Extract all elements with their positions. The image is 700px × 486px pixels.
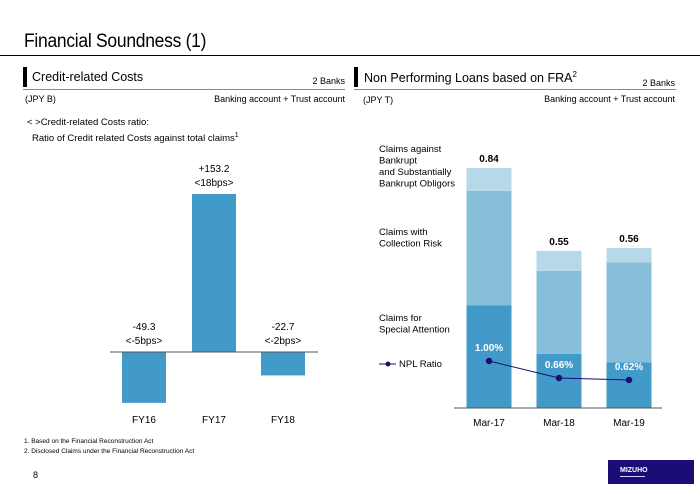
right-section-title-text: Non Performing Loans based on FRA bbox=[364, 71, 573, 86]
left-section-title: Credit-related Costs bbox=[32, 70, 144, 84]
segment-bankrupt bbox=[536, 250, 582, 271]
footnote-ref: 2 bbox=[572, 70, 577, 79]
value-label: -22.7 bbox=[272, 322, 295, 333]
npl-ratio-label: 1.00% bbox=[475, 343, 503, 354]
right-account-label: Banking account + Trust account bbox=[544, 94, 675, 104]
footnote-ref: 1 bbox=[234, 132, 239, 139]
npl-ratio-point bbox=[485, 357, 493, 365]
credit-costs-chart: -49.3 <-5bps> FY16 +153.2 <18bps> FY17 -22.7 <-… bbox=[110, 164, 318, 426]
total-label: 0.84 bbox=[479, 154, 499, 165]
ratio-label: <-5bps> bbox=[126, 336, 163, 347]
npl-ratio-point bbox=[625, 376, 633, 384]
mizuho-logo: MIZUHO bbox=[608, 460, 694, 484]
ratio-label: <-2bps> bbox=[265, 336, 302, 347]
segment-special-attention bbox=[466, 305, 512, 408]
npl-ratio-label: 0.62% bbox=[615, 362, 643, 373]
bar-fy17 bbox=[192, 194, 236, 352]
npl-legend-label: NPL Ratio bbox=[399, 359, 442, 370]
series-label: Claims for bbox=[379, 313, 422, 324]
right-scope-label: 2 Banks bbox=[642, 78, 675, 88]
npl-legend-marker bbox=[385, 361, 391, 367]
left-section-rule bbox=[23, 89, 345, 90]
series-label: Claims against bbox=[379, 144, 442, 155]
total-label: 0.56 bbox=[619, 234, 639, 245]
segment-collection-risk bbox=[606, 262, 652, 363]
bar-fy16 bbox=[122, 352, 166, 403]
series-label: Collection Risk bbox=[379, 239, 442, 250]
series-label: Bankrupt bbox=[379, 156, 417, 167]
title-divider bbox=[0, 55, 700, 56]
value-label: -49.3 bbox=[133, 322, 156, 333]
ratio-note-line2: Ratio of Credit related Costs against to… bbox=[32, 129, 239, 145]
right-unit-label: (JPY T) bbox=[363, 95, 394, 105]
x-tick-label: Mar-17 bbox=[473, 418, 505, 429]
section-marker bbox=[354, 67, 358, 87]
x-tick-label: FY18 bbox=[271, 415, 295, 426]
logo-underline bbox=[620, 476, 645, 477]
page-number: 8 bbox=[33, 470, 39, 480]
x-tick-label: Mar-19 bbox=[613, 418, 645, 429]
ratio-label: <18bps> bbox=[195, 178, 234, 189]
npl-ratio-label: 0.66% bbox=[545, 360, 573, 371]
x-tick-label: FY17 bbox=[202, 415, 226, 426]
left-unit-label: (JPY B) bbox=[25, 94, 56, 104]
series-label: Special Attention bbox=[379, 325, 450, 336]
right-section-title: Non Performing Loans based on FRA2 bbox=[364, 70, 577, 85]
logo-text: MIZUHO bbox=[620, 467, 648, 474]
x-tick-label: FY16 bbox=[132, 415, 156, 426]
ratio-note-line1: < >Credit-related Costs ratio: bbox=[27, 117, 149, 128]
segment-bankrupt bbox=[606, 248, 652, 263]
x-tick-label: Mar-18 bbox=[543, 418, 575, 429]
npl-chart: 0.84 Mar-17 0.55 Mar-18 0.56 Mar-19 1.00% 0.66%… bbox=[379, 144, 662, 429]
series-label: Claims with bbox=[379, 227, 428, 238]
segment-collection-risk bbox=[536, 270, 582, 354]
total-label: 0.55 bbox=[549, 237, 569, 248]
right-section-rule bbox=[354, 89, 676, 90]
series-label: and Substantially bbox=[379, 167, 452, 178]
page-title: Financial Soundness (1) bbox=[24, 31, 207, 52]
segment-special-attention bbox=[606, 362, 652, 408]
footnote-1: 1. Based on the Financial Reconstruction… bbox=[24, 438, 154, 445]
ratio-note-text: Ratio of Credit related Costs against to… bbox=[32, 133, 235, 145]
segment-bankrupt bbox=[466, 168, 512, 191]
bar-fy18 bbox=[261, 352, 305, 376]
footnote-2: 2. Disclosed Claims under the Financial … bbox=[24, 448, 195, 455]
left-scope-label: 2 Banks bbox=[312, 76, 345, 86]
section-marker bbox=[23, 67, 27, 87]
segment-collection-risk bbox=[466, 190, 512, 306]
value-label: +153.2 bbox=[199, 164, 230, 175]
left-account-label: Banking account + Trust account bbox=[214, 94, 345, 104]
series-label: Bankrupt Obligors bbox=[379, 179, 455, 190]
npl-ratio-point bbox=[555, 374, 563, 382]
